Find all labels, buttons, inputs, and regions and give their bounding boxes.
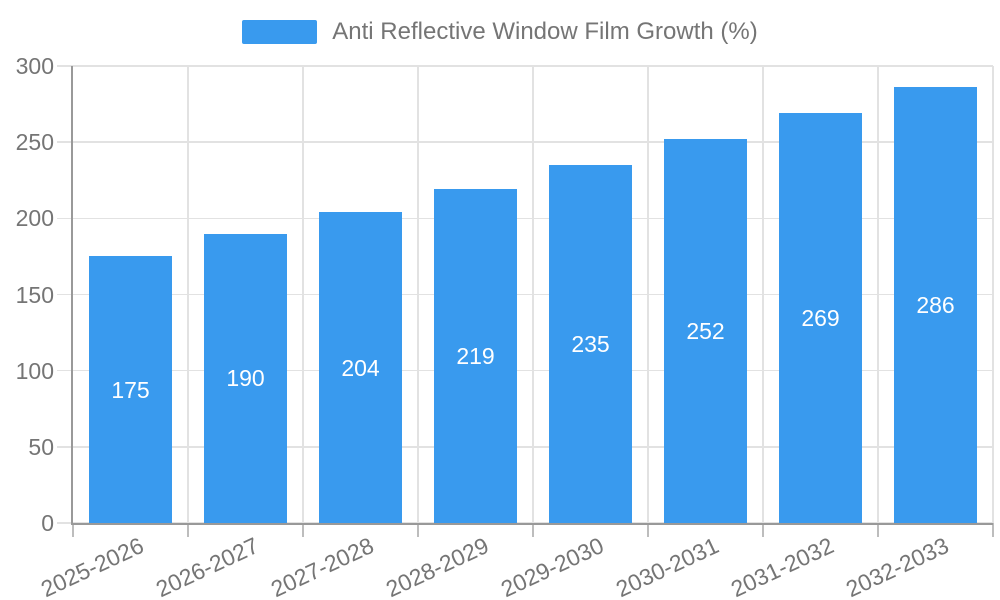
x-gridline (647, 66, 649, 523)
bar-value-label: 175 (111, 376, 150, 403)
bar-value-label: 190 (226, 365, 265, 392)
x-axis-tick (992, 523, 994, 537)
x-gridline (992, 66, 994, 523)
bar[interactable]: 286 (894, 87, 977, 523)
x-axis-tick (877, 523, 879, 537)
y-gridline (57, 65, 993, 67)
y-axis-label: 0 (41, 510, 54, 536)
y-axis-label: 150 (15, 281, 54, 308)
bar[interactable]: 204 (319, 212, 402, 523)
y-axis-label: 300 (15, 53, 54, 79)
x-gridline (187, 66, 189, 523)
x-axis-tick (532, 523, 534, 537)
bar-value-label: 286 (916, 292, 955, 319)
bar-value-label: 252 (686, 318, 725, 345)
bar[interactable]: 252 (664, 139, 747, 523)
y-gridline (57, 446, 993, 448)
bar-value-label: 235 (571, 331, 610, 357)
legend-swatch-icon (242, 20, 318, 44)
x-axis-tick (187, 523, 189, 537)
x-axis-label: 2032-2033 (841, 532, 953, 600)
x-axis-label: 2031-2032 (726, 532, 838, 600)
x-axis-label: 2028-2029 (381, 532, 493, 600)
x-gridline (302, 66, 304, 523)
x-axis-label: 2026-2027 (151, 532, 263, 600)
y-axis-label: 50 (28, 433, 54, 460)
x-gridline (762, 66, 764, 523)
x-axis-tick (302, 523, 304, 537)
bar-value-label: 269 (801, 305, 840, 332)
x-axis-label: 2027-2028 (266, 532, 378, 600)
y-gridline (57, 217, 993, 220)
y-gridline (57, 369, 993, 372)
x-axis-tick (647, 523, 649, 537)
bar[interactable]: 190 (204, 233, 287, 523)
x-axis-line (71, 523, 993, 525)
x-axis-tick (72, 523, 74, 537)
x-axis-tick (417, 523, 419, 537)
legend-label: Anti Reflective Window Film Growth (%) (332, 18, 758, 45)
bar[interactable]: 235 (549, 165, 632, 523)
x-gridline (417, 66, 419, 523)
x-axis-label: 2030-2031 (611, 532, 723, 600)
x-axis-label: 2029-2030 (496, 532, 608, 600)
chart-legend[interactable]: Anti Reflective Window Film Growth (%) (0, 18, 1000, 46)
x-axis-label: 2025-2026 (36, 532, 148, 600)
bar[interactable]: 269 (779, 113, 862, 523)
bar[interactable]: 175 (89, 256, 172, 523)
y-axis-line (71, 66, 73, 525)
bar[interactable]: 219 (434, 189, 517, 523)
y-gridline (57, 141, 993, 143)
y-gridline (57, 293, 993, 296)
y-axis-label: 200 (15, 205, 54, 232)
y-axis-label: 250 (15, 129, 54, 156)
bar-value-label: 204 (341, 354, 380, 381)
x-gridline (532, 66, 534, 523)
x-axis-tick (762, 523, 764, 537)
x-gridline (877, 66, 879, 523)
y-axis-label: 100 (15, 357, 54, 384)
bar-value-label: 219 (456, 343, 495, 370)
